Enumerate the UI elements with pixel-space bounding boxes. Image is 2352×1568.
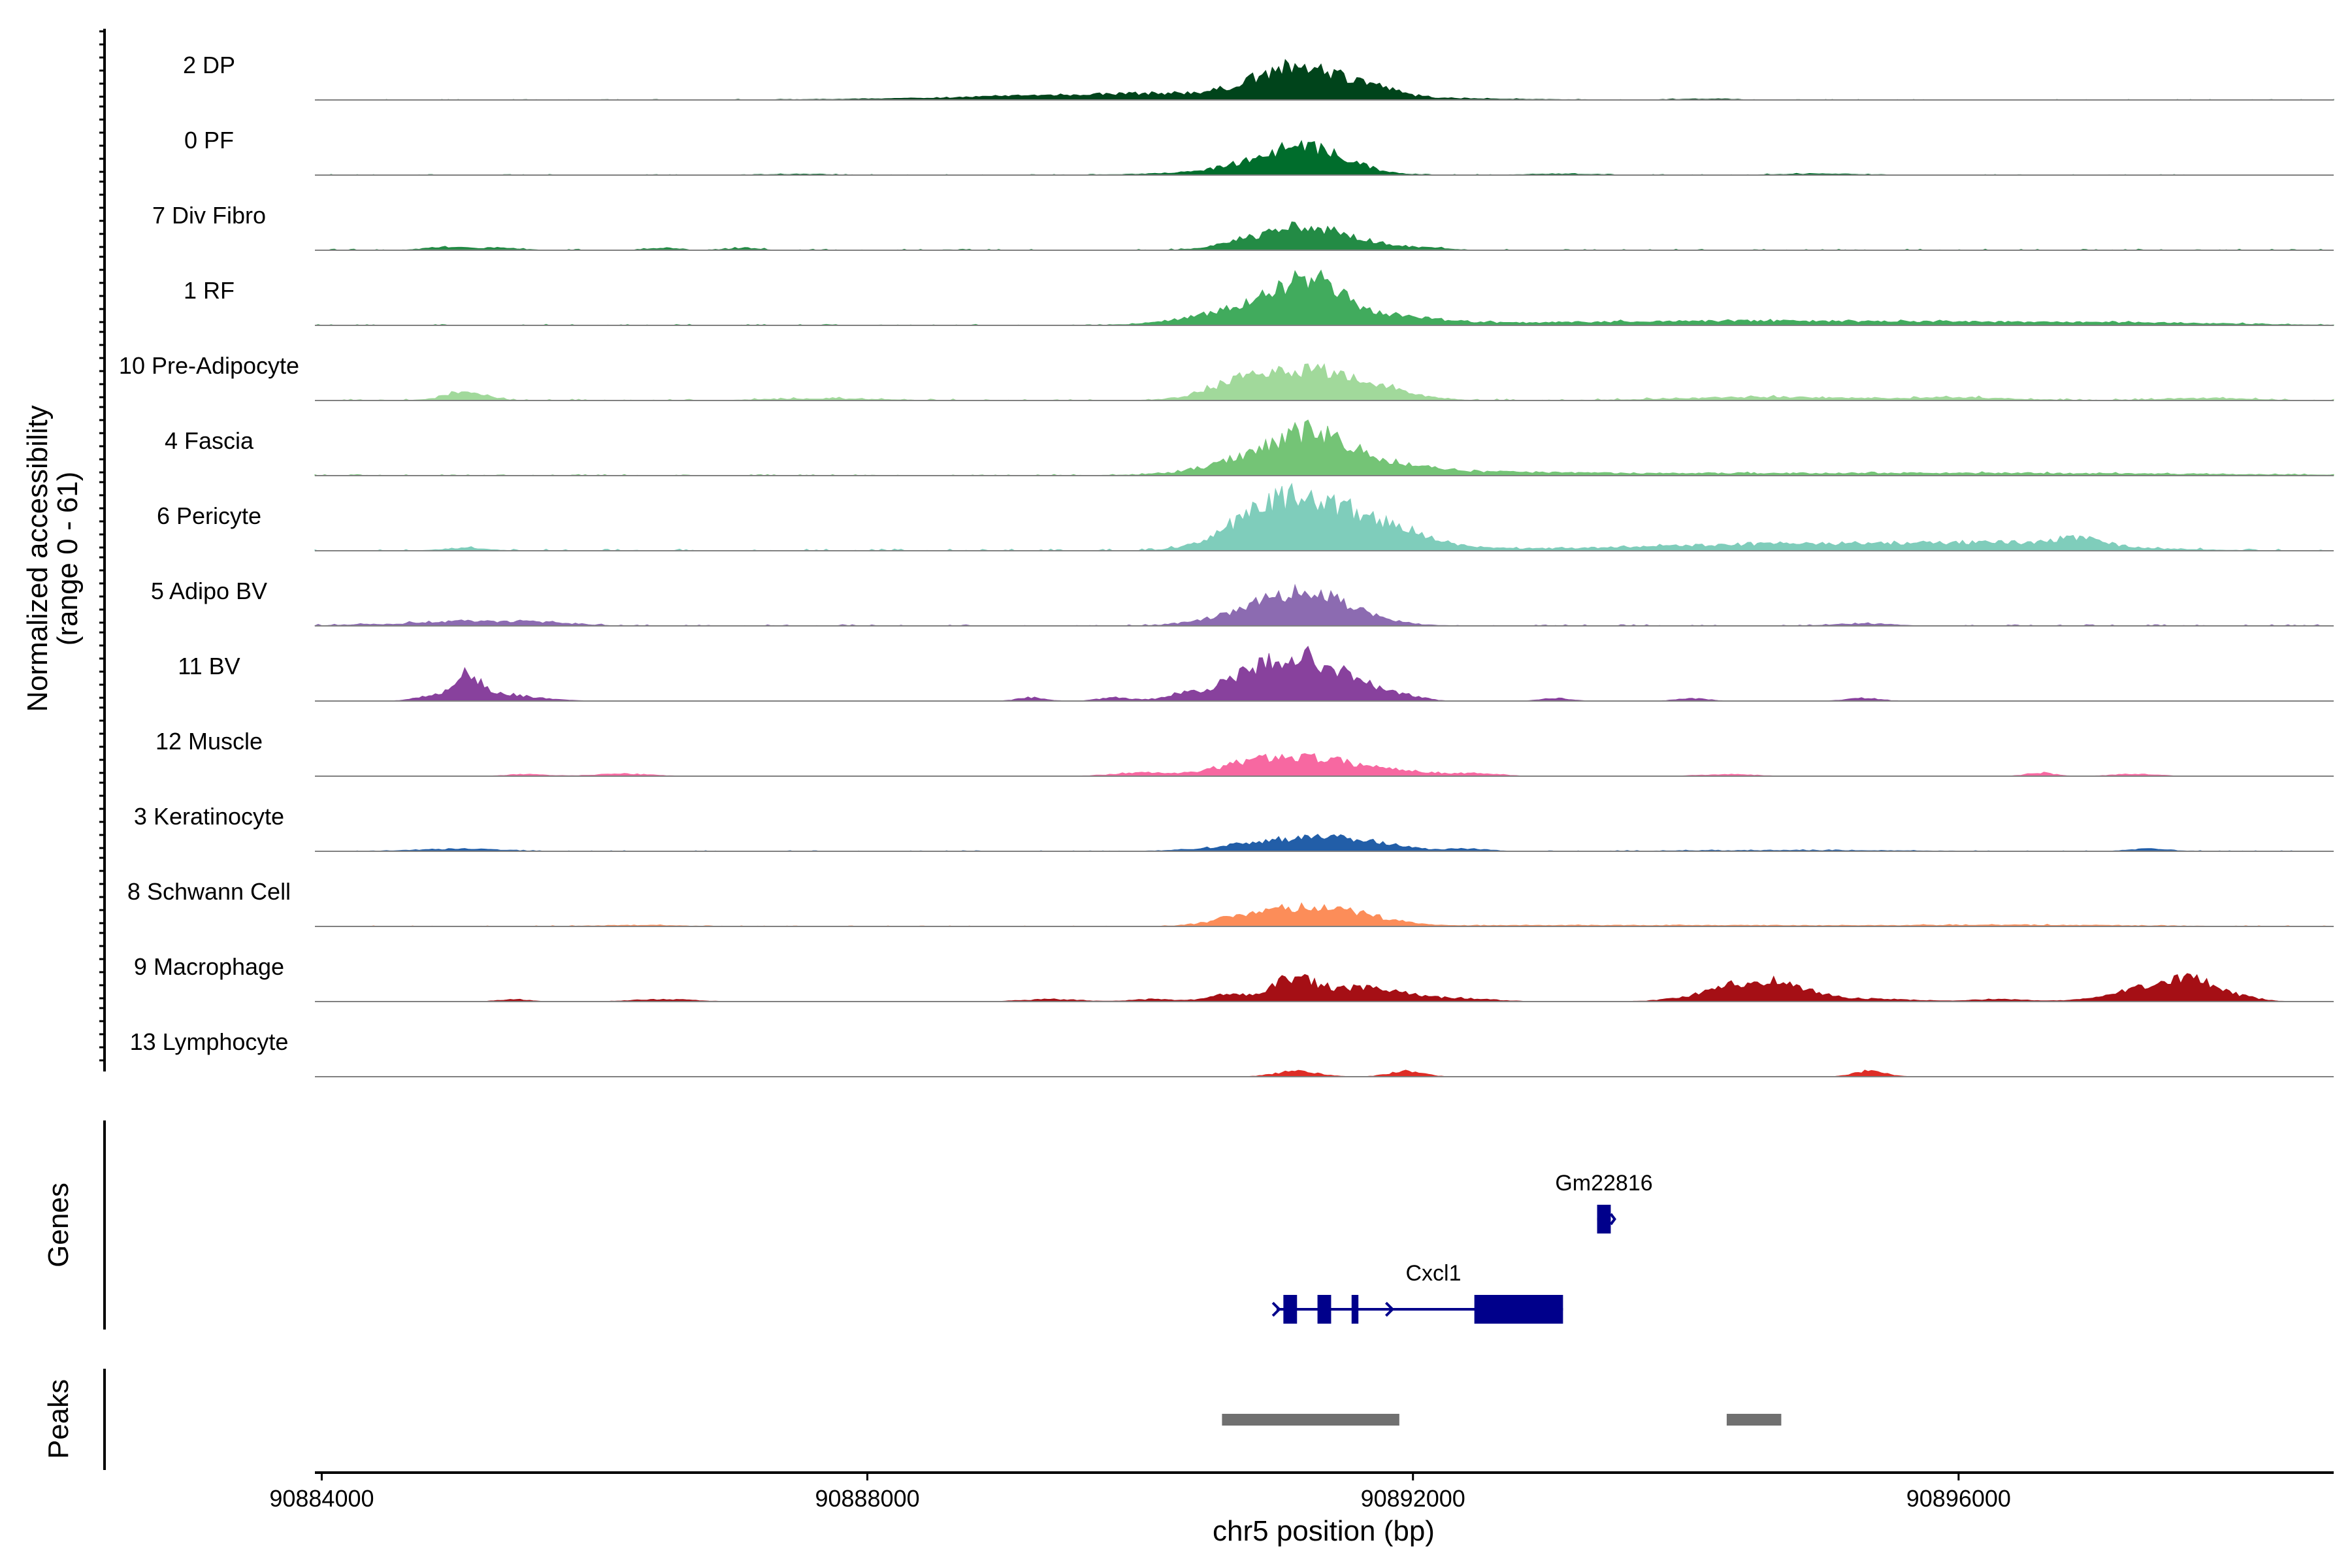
track-label: 2 DP [183, 52, 235, 78]
track-11-bv: 11 BV [178, 645, 2334, 702]
track-label: 10 Pre-Adipocyte [119, 352, 299, 379]
gene-exon [1317, 1295, 1331, 1324]
coverage-y-axis-range: (range 0 - 61) [52, 472, 84, 646]
coverage-area [314, 59, 2334, 101]
coverage-area [314, 482, 2334, 551]
track-label: 12 Muscle [155, 728, 263, 755]
peak-region [1726, 1414, 1782, 1426]
x-tick-label: 90892000 [1361, 1485, 1465, 1512]
track-label: 13 Lymphocyte [130, 1028, 289, 1055]
coverage-area [315, 221, 2334, 251]
coverage-area [315, 1070, 2334, 1077]
coverage-y-axis-label: Normalized accessibility [22, 405, 54, 711]
track-label: 8 Schwann Cell [127, 878, 291, 905]
gene-label: Gm22816 [1555, 1171, 1652, 1196]
track-label: 5 Adipo BV [151, 578, 267, 604]
track-label: 0 PF [184, 127, 234, 154]
coverage-area [315, 902, 2334, 927]
track-12-muscle: 12 Muscle [155, 728, 2334, 777]
track-label: 7 Div Fibro [152, 202, 266, 229]
track-4-fascia: 4 Fascia [165, 419, 2334, 476]
track-label: 9 Macrophage [134, 953, 284, 980]
peaks-panel: Peaks [42, 1369, 1782, 1470]
track-1-rf: 1 RF [184, 269, 2334, 326]
gene-label: Cxcl1 [1406, 1261, 1462, 1286]
track-8-schwann-cell: 8 Schwann Cell [127, 878, 2334, 927]
gene-exon [1351, 1295, 1359, 1324]
coverage-area [314, 269, 2334, 326]
coverage-area [314, 363, 2334, 401]
strand-arrow [1609, 1213, 1616, 1226]
track-7-div-fibro: 7 Div Fibro [152, 202, 2334, 251]
gene-exon [1597, 1205, 1611, 1233]
track-9-macrophage: 9 Macrophage [134, 953, 2334, 1002]
coverage-area [314, 583, 2334, 627]
gene-exon [1474, 1295, 1563, 1324]
track-0-pf: 0 PF [184, 127, 2334, 176]
genes-panel: Genes Gm22816 Cxcl1 [42, 1120, 1653, 1330]
track-label: 6 Pericyte [157, 502, 261, 529]
coverage-area [315, 973, 2334, 1002]
genes-label: Genes [42, 1183, 74, 1267]
coverage-area [315, 834, 2334, 852]
x-axis: chr5 position (bp) 90884000 90888000 90892… [269, 1471, 2334, 1547]
x-tick-label: 90888000 [815, 1485, 919, 1512]
track-10-pre-adipocyte: 10 Pre-Adipocyte [119, 352, 2334, 401]
track-5-adipo-bv: 5 Adipo BV [151, 578, 2334, 627]
strand-arrow [1384, 1301, 1395, 1317]
coverage-panel: 2 DP 0 PF 7 Div Fibro 1 RF 10 Pre-Adipocyte 4… [99, 29, 2334, 1077]
gene-cxcl1: Cxcl1 [1271, 1261, 1563, 1324]
track-label: 3 Keratinocyte [134, 803, 284, 830]
x-axis-label: chr5 position (bp) [1213, 1515, 1435, 1547]
peaks-label: Peaks [42, 1379, 74, 1459]
gene-exon [1283, 1295, 1298, 1324]
track-3-keratinocyte: 3 Keratinocyte [134, 803, 2334, 852]
x-tick-label: 90896000 [1906, 1485, 2011, 1512]
strand-arrow [1271, 1301, 1281, 1317]
coverage-area [314, 419, 2334, 476]
track-label: 11 BV [178, 653, 240, 679]
track-label: 1 RF [184, 277, 235, 304]
peak-region [1222, 1414, 1399, 1426]
track-6-pericyte: 6 Pericyte [157, 482, 2334, 551]
track-label: 4 Fascia [165, 427, 254, 454]
track-2-dp: 2 DP [183, 52, 2334, 101]
coverage-area [315, 645, 2334, 702]
coverage-area [315, 753, 2334, 777]
gene-gm22816: Gm22816 [1555, 1171, 1653, 1233]
coverage-area [315, 140, 2334, 176]
track-13-lymphocyte: 13 Lymphocyte [130, 1028, 2334, 1077]
x-tick-label: 90884000 [269, 1485, 374, 1512]
